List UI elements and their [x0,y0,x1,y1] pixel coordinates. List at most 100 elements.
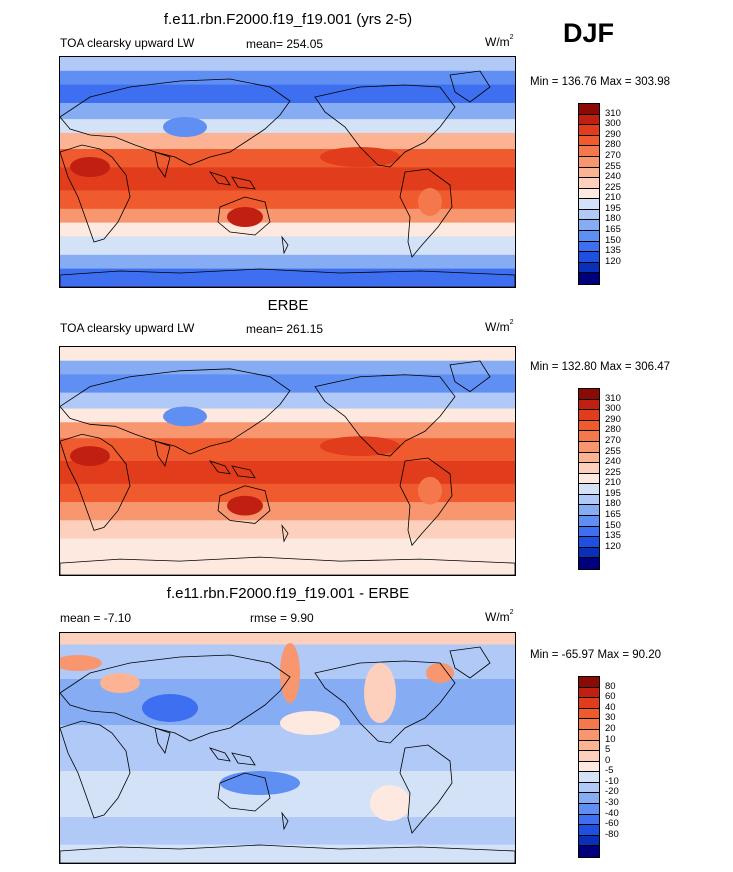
colorbar-swatch [579,220,599,232]
colorbar-swatch [579,410,599,421]
coastline [60,368,291,455]
colorbar-tick-label: -10 [605,775,619,787]
contour-band [60,408,515,423]
coastline [60,433,131,531]
colorbar-swatch [579,452,599,464]
units-exponent: 2 [509,609,514,616]
coastline [208,460,231,475]
colorbar-tick-label: 225 [605,466,621,478]
coastline [281,524,289,543]
variable-label: TOA clearsky upward LW [60,36,195,50]
colorbar-tick-label: 310 [605,107,621,119]
panel-title: f.e11.rbn.F2000.f19_f19.001 - ERBE [166,585,410,602]
colorbar-tick-label: 10 [605,733,616,745]
colorbar-tick-label: 80 [605,680,616,692]
coastline [217,196,271,236]
colorbar-obs [578,388,600,570]
coastline [154,440,171,467]
panel-title: ERBE [267,297,309,314]
coastline [60,556,515,575]
contour-band [60,347,515,362]
field-patch [70,157,110,177]
coastline [208,747,231,762]
coastline [60,654,291,742]
coastline [399,168,453,258]
coastline [217,485,271,524]
diff-mean-label: mean = -7.10 [60,611,132,625]
field-patch [418,188,442,216]
colorbar-swatch [579,516,599,527]
coastline [449,360,491,393]
coastline [314,660,456,744]
units-text: W/m [485,35,510,49]
coastline [60,144,131,243]
map-panel-obs [59,346,516,576]
colorbar-swatch [579,178,599,189]
coastline [217,772,271,812]
coastline [60,720,131,819]
units-exponent: 2 [509,319,514,326]
colorbar-swatch [579,782,599,794]
colorbar-swatch [579,494,599,506]
colorbar-tick-label: 30 [605,712,616,724]
contour-band [60,167,515,191]
colorbar-tick-label: 210 [605,192,621,204]
colorbar-tick-label: 150 [605,519,621,531]
colorbar-tick-label: 280 [605,139,621,151]
colorbar-tick-label: 225 [605,181,621,193]
colorbar-tick-label: 165 [605,509,621,521]
map-field-diff [60,633,515,863]
colorbar-swatch [579,463,599,474]
colorbar-tick-label: -60 [605,818,619,830]
colorbar-swatch [579,708,599,720]
colorbar-tick-label: 180 [605,213,621,225]
coastline [60,844,515,863]
colorbar-swatch [579,719,599,730]
coastline [154,151,171,178]
coastline [399,457,453,547]
coastline [154,727,171,754]
coastline [231,176,256,190]
colorbar-tick-label: 135 [605,245,621,257]
contour-band [60,190,515,210]
field-patch [227,207,263,227]
coastline [60,268,515,287]
colorbar-swatch [579,241,599,253]
colorbar-swatch [579,199,599,210]
contour-band [60,103,515,120]
field-patch [163,117,207,137]
contour-band [60,268,515,287]
colorbar-swatch [579,135,599,147]
coastline [231,752,256,766]
colorbar-tick-label: 20 [605,722,616,734]
colorbar-swatch [579,389,599,400]
contour-band [60,844,515,863]
rmse-label: rmse = 9.90 [250,611,314,625]
colorbar-swatch [579,209,599,221]
panel-title: f.e11.rbn.F2000.f19_f19.001 (yrs 2-5) [163,11,413,28]
contour-band [60,149,515,168]
contour-band [60,556,515,575]
anomaly-patch [220,771,300,795]
colorbar-tick-label: 290 [605,413,621,425]
mean-label: mean= 261.15 [246,322,324,336]
anomaly-patch [142,694,198,722]
coastline [399,744,453,834]
colorbar-swatch [579,825,599,836]
colorbar-tick-label: 255 [605,160,621,172]
contour-band [60,502,515,521]
colorbar-swatch [579,698,599,709]
colorbar-swatch [579,835,599,847]
colorbar-swatch [579,814,599,826]
anomaly-patch [426,663,454,683]
colorbar-swatch [579,729,599,741]
colorbar-swatch [579,167,599,179]
colorbar-tick-label: -30 [605,797,619,809]
contour-band [60,392,515,410]
contour-band [60,374,515,394]
map-panel-diff [59,632,516,864]
colorbar-tick-label: 165 [605,224,621,236]
colorbar-swatch [579,146,599,157]
colorbar-tick-label: 300 [605,118,621,130]
contour-band [60,222,515,237]
